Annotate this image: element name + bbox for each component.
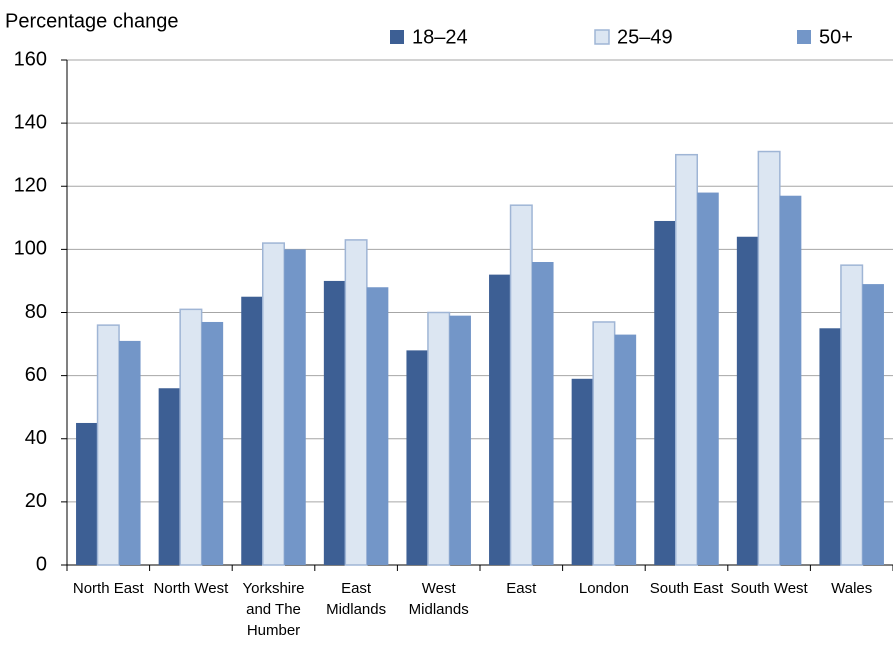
x-tick-label: Yorkshire and The Humber — [242, 580, 305, 639]
legend-label: 18–24 — [412, 26, 468, 48]
bar — [201, 321, 224, 565]
chart-title: Percentage change — [5, 10, 178, 32]
bar — [614, 334, 637, 565]
bar — [262, 242, 285, 566]
legend-swatch — [594, 29, 610, 45]
legend-swatch — [390, 30, 404, 44]
bar — [697, 192, 719, 565]
y-tick-label: 140 — [14, 111, 47, 133]
bar — [158, 388, 181, 565]
bar — [757, 150, 781, 566]
x-tick-label: North East — [72, 580, 144, 597]
bar — [96, 324, 120, 566]
bar — [241, 296, 263, 565]
bar — [532, 262, 554, 565]
y-tick-label: 0 — [36, 553, 47, 575]
x-tick-label: North West — [153, 580, 229, 597]
bar — [344, 239, 368, 566]
x-tick-label: London — [578, 580, 629, 597]
bar — [179, 308, 203, 566]
y-tick-label: 80 — [25, 301, 47, 323]
bar — [366, 287, 389, 565]
x-tick-label: East Midlands — [326, 580, 387, 618]
y-tick-label: 100 — [14, 238, 47, 260]
y-tick-label: 20 — [25, 490, 47, 512]
bar — [736, 236, 759, 565]
bar — [675, 153, 698, 566]
bar — [862, 284, 884, 565]
bar — [592, 321, 616, 566]
legend-label: 25–49 — [617, 26, 673, 48]
bar — [449, 315, 471, 565]
bar — [119, 340, 141, 565]
bar — [819, 328, 841, 565]
x-tick-label: Wales — [831, 580, 873, 597]
x-tick-label: East — [506, 580, 537, 597]
bar — [489, 274, 511, 565]
y-tick-label: 120 — [14, 175, 47, 197]
bar — [654, 220, 676, 565]
y-tick-label: 60 — [25, 364, 47, 386]
bar — [76, 422, 98, 565]
bar — [406, 350, 428, 565]
bar — [571, 378, 594, 565]
bar — [427, 311, 451, 566]
y-tick-label: 160 — [14, 48, 47, 70]
bar — [779, 195, 802, 565]
legend-swatch — [797, 30, 811, 44]
legend-label: 50+ — [819, 26, 853, 48]
bar — [509, 204, 533, 566]
x-tick-label: South East — [649, 580, 724, 597]
x-tick-label: West Midlands — [408, 580, 469, 618]
bar — [323, 280, 346, 565]
x-tick-label: South West — [730, 580, 808, 597]
bar — [840, 264, 864, 566]
y-tick-label: 40 — [25, 427, 47, 449]
bar — [284, 249, 306, 565]
